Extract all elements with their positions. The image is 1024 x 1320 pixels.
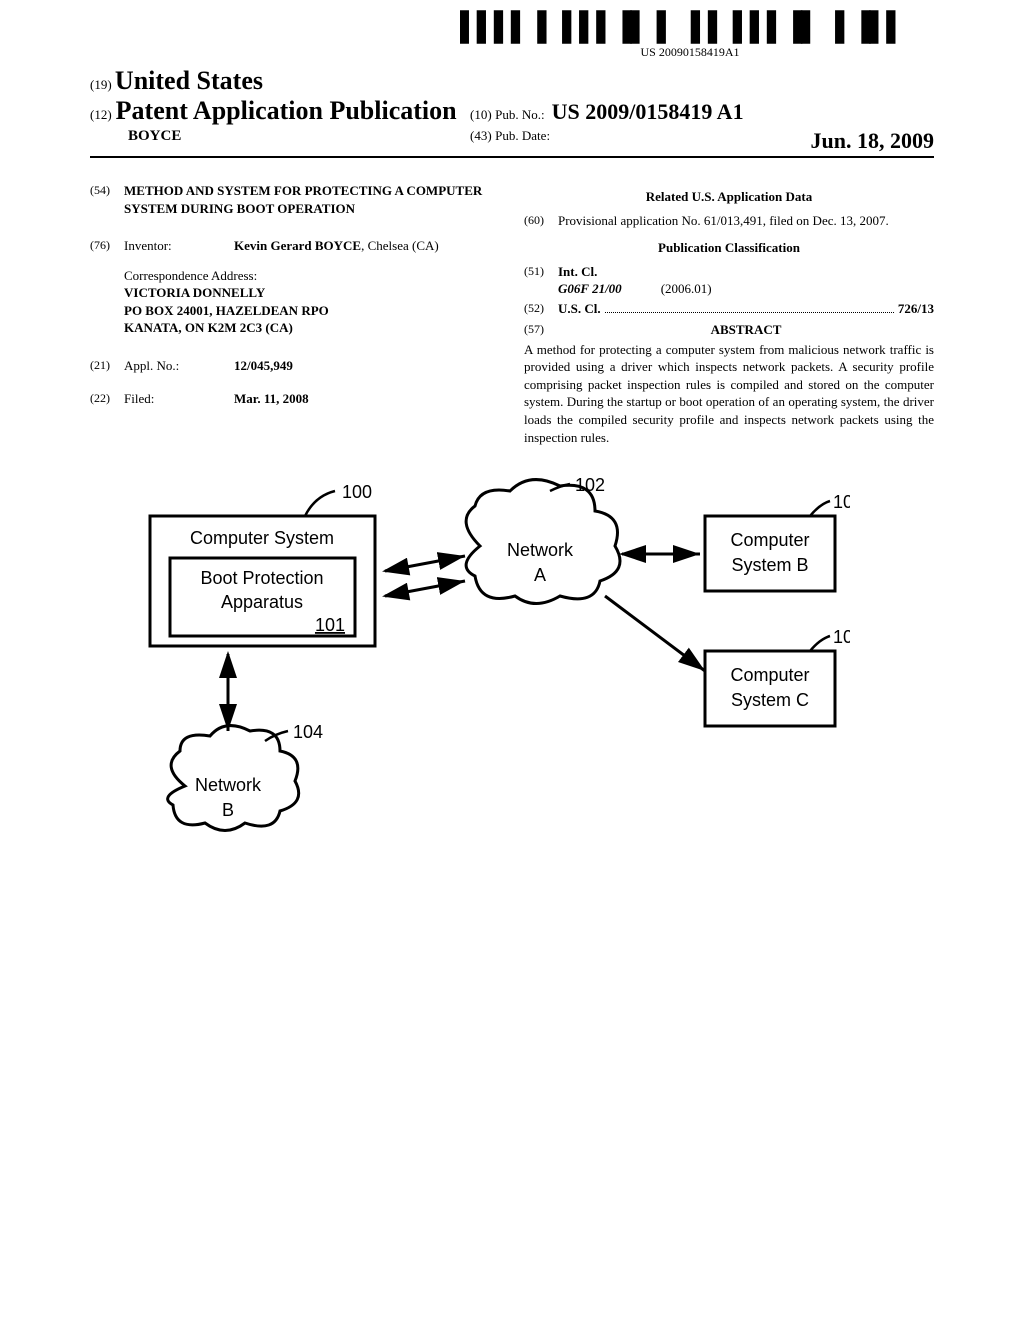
kind: Patent Application Publication xyxy=(116,96,457,125)
pubno-code: (10) xyxy=(470,107,492,122)
applno-value: 12/045,949 xyxy=(234,357,500,375)
box100-label: Computer System xyxy=(190,528,334,548)
box101-line1: Boot Protection xyxy=(200,568,323,588)
diagram-svg: Computer System Boot Protection Apparatu… xyxy=(110,476,850,876)
diagram: Computer System Boot Protection Apparatu… xyxy=(110,476,850,876)
intcl-class: G06F 21/00 xyxy=(558,281,622,296)
pubdate: Jun. 18, 2009 xyxy=(811,128,934,154)
dots-leader xyxy=(605,311,894,313)
header-right: (10) Pub. No.: US 2009/0158419 A1 xyxy=(470,99,934,125)
inventor-label: Inventor: xyxy=(124,237,234,255)
provisional-field: (60) Provisional application No. 61/013,… xyxy=(524,212,934,230)
cloud102-line1: Network xyxy=(507,540,574,560)
uscl-field: (52) U.S. Cl. 726/13 xyxy=(524,300,934,318)
cloud104-line1: Network xyxy=(195,775,262,795)
pubno-label: Pub. No.: xyxy=(495,107,544,122)
abstract-text: A method for protecting a computer syste… xyxy=(524,341,934,446)
title-text: METHOD AND SYSTEM FOR PROTECTING A COMPU… xyxy=(124,182,500,217)
corr-addr1: PO BOX 24001, HAZELDEAN RPO xyxy=(124,302,500,320)
correspondence-block: Correspondence Address: VICTORIA DONNELL… xyxy=(124,267,500,337)
cloud102-line2: A xyxy=(534,565,546,585)
body-columns: (54) METHOD AND SYSTEM FOR PROTECTING A … xyxy=(90,182,934,446)
left-column: (54) METHOD AND SYSTEM FOR PROTECTING A … xyxy=(90,182,500,446)
class-header: Publication Classification xyxy=(524,239,934,257)
prov-code: (60) xyxy=(524,212,558,230)
header-pub-line: (12) Patent Application Publication (10)… xyxy=(90,96,934,126)
inventor-field: (76) Inventor: Kevin Gerard BOYCE, Chels… xyxy=(90,237,500,255)
right-column: Related U.S. Application Data (60) Provi… xyxy=(524,182,934,446)
filed-label: Filed: xyxy=(124,390,234,408)
intcl-field: (51) Int. Cl. G06F 21/00 (2006.01) xyxy=(524,263,934,298)
uscl-value: U.S. Cl. 726/13 xyxy=(558,300,934,318)
inventor-code: (76) xyxy=(90,237,124,255)
corr-label: Correspondence Address: xyxy=(124,267,500,285)
inventor-loc: Chelsea (CA) xyxy=(368,238,439,253)
cloud104-line2: B xyxy=(222,800,234,820)
inventor-value: Kevin Gerard BOYCE, Chelsea (CA) xyxy=(234,237,500,255)
abstract-header-row: (57) ABSTRACT xyxy=(524,321,934,339)
pubdate-code: (43) xyxy=(470,128,492,143)
ref102: 102 xyxy=(575,476,605,495)
pubno: US 2009/0158419 A1 xyxy=(552,99,744,124)
ref106: 106 xyxy=(833,492,850,512)
header-block: (19) United States (12) Patent Applicati… xyxy=(90,66,934,158)
author: BOYCE xyxy=(90,128,470,154)
barcode-icon: ▌▌▌▌▐ ▌▌▌▐▌▐ ▐▐ ▌▌▌▐▌ ▌▐▌▌ ▐▌▌▐ ▐▌▐▌ ▐▐▌… xyxy=(460,10,920,44)
ref108: 108 xyxy=(833,627,850,647)
ref101: 101 xyxy=(315,615,345,635)
ref104: 104 xyxy=(293,722,323,742)
box106-line2: System B xyxy=(731,555,808,575)
barcode-text: US 20090158419A1 xyxy=(460,45,920,60)
applno-label: Appl. No.: xyxy=(124,357,234,375)
filed-code: (22) xyxy=(90,390,124,408)
barcode-block: ▌▌▌▌▐ ▌▌▌▐▌▐ ▐▐ ▌▌▌▐▌ ▌▐▌▌ ▐▌▌▐ ▐▌▐▌ ▐▐▌… xyxy=(460,15,920,60)
ref100: 100 xyxy=(342,482,372,502)
intcl-date: (2006.01) xyxy=(661,281,712,296)
box101-line2: Apparatus xyxy=(221,592,303,612)
abstract-header: ABSTRACT xyxy=(558,321,934,339)
pubdate-label: Pub. Date: xyxy=(495,128,550,143)
title-field: (54) METHOD AND SYSTEM FOR PROTECTING A … xyxy=(90,182,500,217)
intcl-value: Int. Cl. G06F 21/00 (2006.01) xyxy=(558,263,934,298)
applno-field: (21) Appl. No.: 12/045,949 xyxy=(90,357,500,375)
intcl-code: (51) xyxy=(524,263,558,298)
filed-value: Mar. 11, 2008 xyxy=(234,390,500,408)
box108-line2: System C xyxy=(731,690,809,710)
box108-line1: Computer xyxy=(730,665,809,685)
title-code: (54) xyxy=(90,182,124,217)
prov-text: Provisional application No. 61/013,491, … xyxy=(558,212,934,230)
header-left: (12) Patent Application Publication xyxy=(90,96,470,126)
applno-code: (21) xyxy=(90,357,124,375)
uscl-num: 726/13 xyxy=(898,300,934,318)
author-row: BOYCE (43) Pub. Date: Jun. 18, 2009 xyxy=(90,128,934,158)
corr-name: VICTORIA DONNELLY xyxy=(124,284,500,302)
country: United States xyxy=(115,66,263,95)
inventor-name: Kevin Gerard BOYCE xyxy=(234,238,361,253)
related-header: Related U.S. Application Data xyxy=(524,188,934,206)
uscl-label: U.S. Cl. xyxy=(558,300,601,318)
header-country-line: (19) United States xyxy=(90,66,934,96)
uscl-code: (52) xyxy=(524,300,558,318)
pubdate-block: (43) Pub. Date: Jun. 18, 2009 xyxy=(470,128,934,154)
corr-addr2: KANATA, ON K2M 2C3 (CA) xyxy=(124,319,500,337)
filed-field: (22) Filed: Mar. 11, 2008 xyxy=(90,390,500,408)
patent-page: ▌▌▌▌▐ ▌▌▌▐▌▐ ▐▐ ▌▌▌▐▌ ▌▐▌▌ ▐▌▌▐ ▐▌▐▌ ▐▐▌… xyxy=(0,0,1024,1320)
intcl-label: Int. Cl. xyxy=(558,264,597,279)
country-code: (19) xyxy=(90,77,112,92)
kind-code: (12) xyxy=(90,107,112,122)
abstract-code: (57) xyxy=(524,321,558,339)
box106-line1: Computer xyxy=(730,530,809,550)
